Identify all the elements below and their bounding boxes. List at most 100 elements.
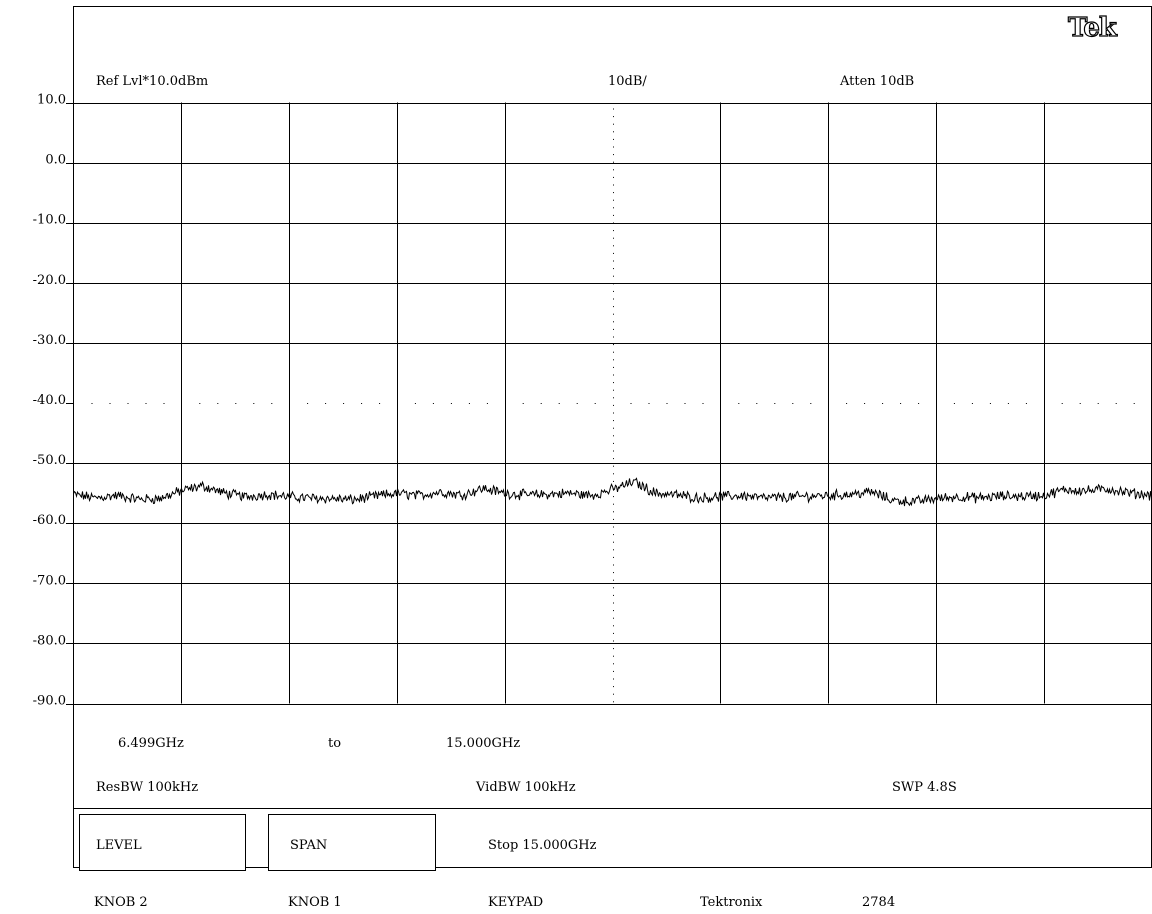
center-dot: [613, 290, 614, 292]
center-dot: [613, 465, 614, 467]
center-dot: [613, 602, 614, 604]
center-dot: [613, 640, 614, 642]
y-tick-label: 10.0: [37, 93, 66, 108]
center-dot: [613, 579, 614, 581]
threshold-dot: [953, 403, 955, 404]
y-tick-label: 0.0: [45, 153, 66, 168]
center-dot: [613, 131, 614, 133]
center-dot: [613, 169, 614, 171]
center-dot: [613, 549, 614, 551]
threshold-dot: [1061, 403, 1063, 404]
center-dot: [613, 678, 614, 680]
threshold-dot: [522, 403, 524, 404]
center-dot: [613, 245, 614, 247]
keypad-label: KEYPAD: [488, 895, 543, 910]
center-dot: [613, 214, 614, 216]
threshold-dot: [199, 403, 201, 404]
y-axis-labels: 10.0 0.0 -10.0 -20.0 -30.0 -40.0 -50.0 -60.0 -70…: [33, 93, 74, 709]
threshold-dot: [163, 403, 165, 404]
center-dot: [613, 138, 614, 140]
threshold-dot: [1097, 403, 1099, 404]
knob1-label: KNOB 1: [288, 895, 342, 910]
to-label: to: [328, 736, 341, 751]
scale-readout: 10dB/: [608, 74, 647, 89]
threshold-dot: [145, 403, 147, 404]
center-dot: [613, 686, 614, 688]
center-dot: [613, 701, 614, 703]
threshold-dot: [540, 403, 542, 404]
center-dot: [613, 283, 614, 285]
tek-logo: Tek: [1068, 13, 1118, 43]
center-dot: [613, 442, 614, 444]
graticule: [73, 102, 1152, 705]
threshold-dot: [648, 403, 650, 404]
threshold-dot: [558, 403, 560, 404]
center-dot: [613, 382, 614, 384]
center-dot: [613, 397, 614, 399]
threshold-dot: [325, 403, 327, 404]
center-dot: [613, 207, 614, 209]
threshold-dot: [774, 403, 776, 404]
attenuation-readout: Atten 10dB: [839, 74, 914, 89]
threshold-dot: [432, 403, 434, 404]
threshold-dot: [594, 403, 596, 404]
threshold-dot: [630, 403, 632, 404]
center-dot: [613, 176, 614, 178]
threshold-dot: [235, 403, 237, 404]
center-dot: [613, 541, 614, 543]
center-dot: [613, 564, 614, 566]
center-dot: [613, 610, 614, 612]
center-dot: [613, 427, 614, 429]
center-dot: [613, 260, 614, 262]
threshold-dot: [810, 403, 812, 404]
threshold-dot: [792, 403, 794, 404]
threshold-dot: [684, 403, 686, 404]
threshold-dot: [1133, 403, 1135, 404]
center-dot: [613, 237, 614, 239]
threshold-dot: [738, 403, 740, 404]
center-dot: [613, 572, 614, 574]
threshold-dot: [576, 403, 578, 404]
threshold-dot: [379, 403, 381, 404]
level-softkey-label: LEVEL: [96, 838, 142, 853]
center-dot: [613, 192, 614, 194]
center-dot: [613, 412, 614, 414]
level-softkey[interactable]: LEVEL: [79, 814, 246, 871]
threshold-dot: [307, 403, 309, 404]
center-dot: [613, 404, 614, 406]
center-dot: [613, 632, 614, 634]
stop-frequency-readout: Stop 15.000GHz: [488, 838, 597, 853]
threshold-dot: [414, 403, 416, 404]
sweep-time: SWP 4.8S: [892, 780, 957, 795]
span-softkey[interactable]: SPAN: [268, 814, 436, 871]
threshold-dot: [864, 403, 866, 404]
center-dot: [613, 511, 614, 513]
center-dot: [613, 435, 614, 437]
center-dot: [613, 123, 614, 125]
center-dot: [613, 184, 614, 186]
stop-frequency: 15.000GHz: [446, 736, 520, 751]
center-dot: [613, 473, 614, 475]
threshold-dot: [91, 403, 93, 404]
center-dot: [613, 617, 614, 619]
center-dot: [613, 556, 614, 558]
threshold-dot: [217, 403, 219, 404]
y-tick-label: -40.0: [33, 393, 66, 408]
center-dot: [613, 222, 614, 224]
y-tick-label: -10.0: [33, 213, 66, 228]
center-dot: [613, 306, 614, 308]
center-dot: [613, 146, 614, 148]
threshold-dot: [109, 403, 111, 404]
threshold-dot: [361, 403, 363, 404]
center-dot: [613, 534, 614, 536]
y-tick-label: -90.0: [33, 694, 66, 709]
center-dot: [613, 655, 614, 657]
knob2-label: KNOB 2: [94, 895, 148, 910]
center-dot: [613, 625, 614, 627]
center-dot: [613, 313, 614, 315]
start-frequency: 6.499GHz: [118, 736, 184, 751]
threshold-dot: [882, 403, 884, 404]
center-dot: [613, 298, 614, 300]
y-tick-label: -20.0: [33, 273, 66, 288]
